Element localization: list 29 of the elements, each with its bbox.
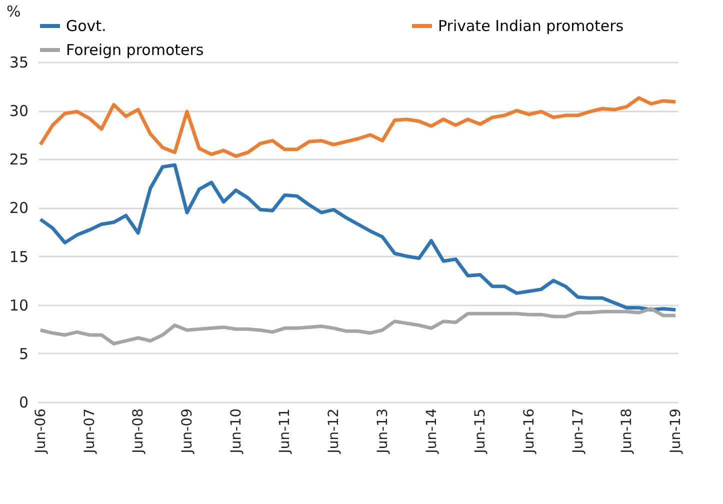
x-tick-label: Jun-16 bbox=[521, 408, 538, 454]
x-tick-label: Jun-14 bbox=[424, 408, 440, 454]
y-tick-label: 25 bbox=[9, 150, 28, 169]
y-tick-label: 30 bbox=[9, 102, 28, 120]
y-tick-label: 20 bbox=[9, 199, 28, 218]
y-axis-title: % bbox=[6, 2, 21, 20]
legend-label: Govt. bbox=[66, 17, 106, 35]
x-tick-label: Jun-18 bbox=[619, 408, 636, 454]
x-tick-label: Jun-17 bbox=[570, 408, 586, 454]
legend-label: Foreign promoters bbox=[66, 41, 204, 59]
x-tick-label: Jun-13 bbox=[374, 408, 391, 454]
x-tick-label: Jun-12 bbox=[326, 408, 342, 454]
y-tick-label: 10 bbox=[9, 296, 28, 314]
y-tick-label: 35 bbox=[9, 54, 28, 72]
x-tick-label: Jun-08 bbox=[130, 408, 147, 454]
legend-label: Private Indian promoters bbox=[438, 17, 624, 35]
x-tick-label: Jun-10 bbox=[228, 408, 244, 454]
y-tick-label: 0 bbox=[18, 394, 28, 412]
line-series bbox=[38, 96, 678, 158]
x-tick-label: Jun-07 bbox=[82, 408, 98, 454]
x-tick-label: Jun-11 bbox=[277, 408, 294, 454]
line-series bbox=[38, 306, 678, 346]
line-series bbox=[38, 163, 678, 312]
x-tick-label: Jun-19 bbox=[668, 408, 684, 454]
x-tick-label: Jun-15 bbox=[472, 408, 489, 454]
y-tick-label: 5 bbox=[18, 344, 28, 363]
x-tick-label: Jun-06 bbox=[32, 408, 49, 454]
x-tick-label: Jun-09 bbox=[180, 408, 196, 454]
y-tick-label: 15 bbox=[9, 248, 28, 266]
